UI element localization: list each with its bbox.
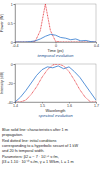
tick: 1.5 bbox=[40, 102, 45, 108]
caption-line: and 20 fs temporal width. bbox=[2, 149, 44, 153]
figure: -0.400.400.51Time (ps)Power (W)temporal … bbox=[0, 0, 100, 171]
chart-title: temporal evolution bbox=[38, 53, 74, 58]
series-group bbox=[15, 64, 96, 102]
y-axis: -40 -20 0 bbox=[7, 63, 15, 105]
tick-mark bbox=[14, 83, 16, 84]
tick: 0 bbox=[55, 42, 57, 48]
y-axis-line bbox=[14, 5, 16, 43]
caption-line: Parameters: β2 = − 7 · 10⁻²⁸ s²/m, bbox=[2, 155, 59, 159]
caption-line: Blue solid line: characteristics after 1… bbox=[2, 128, 68, 132]
tick-mark bbox=[14, 64, 16, 65]
chart: -0.400.400.51Time (ps)Power (W)temporal … bbox=[0, 3, 99, 58]
tick-label: 0 bbox=[11, 41, 13, 45]
caption-line: β3 = 1.10 · 10⁻⁴⁰ s³/m, γ = 1 W/km, L = … bbox=[2, 159, 74, 164]
tick-label: -40 bbox=[7, 101, 12, 105]
plot-frame bbox=[15, 64, 96, 102]
tick-label: 0 bbox=[11, 63, 13, 67]
x-axis: -0.400.4 bbox=[12, 42, 99, 48]
tick-mark bbox=[14, 23, 16, 24]
tick-label: -20 bbox=[7, 82, 12, 86]
series-line bbox=[15, 66, 96, 102]
y-axis: 00.51 bbox=[8, 3, 16, 45]
series-line bbox=[15, 4, 96, 42]
x-axis: 1.4 1.5 1.6 1.7 bbox=[13, 102, 99, 108]
tick: 0 bbox=[11, 41, 15, 45]
y-axis-title: Intensity (dB) bbox=[0, 71, 4, 94]
chart-title: spectral evolution bbox=[38, 113, 73, 118]
tick-mark bbox=[14, 42, 16, 43]
tick: 1 bbox=[11, 3, 15, 7]
tick-label: 0.4 bbox=[94, 44, 99, 48]
tick: 0.5 bbox=[8, 22, 15, 26]
tick-label: -0.4 bbox=[12, 44, 18, 48]
plot-frame bbox=[15, 4, 96, 42]
y-axis-line bbox=[14, 65, 16, 103]
caption-line: propagation. bbox=[2, 133, 23, 137]
x-axis-title: Time (ps) bbox=[48, 49, 65, 53]
tick: 1.7 bbox=[94, 102, 99, 108]
tick: 0.4 bbox=[94, 42, 99, 48]
x-axis-line bbox=[16, 103, 97, 104]
caption-line: Red dotted line: initial conditions bbox=[2, 139, 57, 143]
tick: -40 bbox=[7, 101, 15, 105]
tick-label: 1.4 bbox=[13, 104, 18, 108]
x-axis-title: Wavelength bbox=[46, 109, 66, 113]
tick-label: 1.7 bbox=[94, 104, 99, 108]
chart: 1.4 1.5 1.6 1.7 -40 -20 0 Wavelength Intensity (… bbox=[0, 63, 99, 118]
series-group bbox=[15, 4, 96, 42]
tick-mark bbox=[14, 102, 16, 103]
tick: -0.4 bbox=[12, 42, 18, 48]
tick-label: 1.5 bbox=[40, 104, 45, 108]
y-axis-title: Power (W) bbox=[0, 13, 4, 32]
series-line bbox=[15, 34, 96, 42]
tick: 1.6 bbox=[67, 102, 72, 108]
tick: 0 bbox=[11, 63, 15, 67]
tick-label: 1.6 bbox=[67, 104, 72, 108]
caption-line: corresponding to a hyperbolic secant of … bbox=[2, 144, 78, 148]
tick-label: 0 bbox=[55, 44, 57, 48]
series-line bbox=[15, 64, 96, 102]
caption: Blue solid line: characteristics after 1… bbox=[2, 128, 78, 164]
tick: -20 bbox=[7, 82, 15, 86]
tick: 1.4 bbox=[13, 102, 18, 108]
tick-label: 0.5 bbox=[8, 22, 13, 26]
tick-label: 1 bbox=[11, 3, 13, 7]
tick-mark bbox=[14, 4, 16, 5]
